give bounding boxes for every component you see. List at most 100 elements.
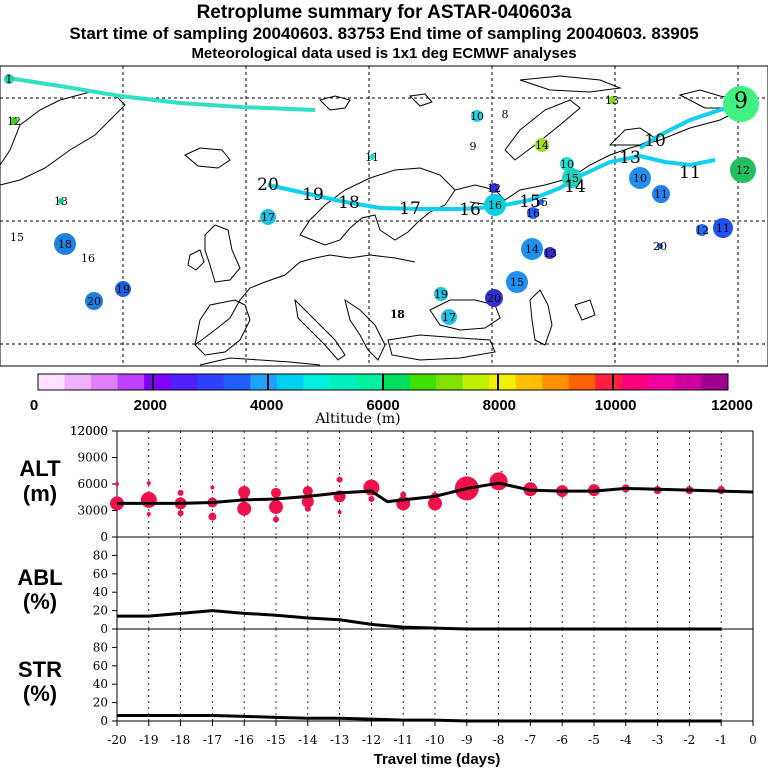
- colorbar-swatch: [595, 374, 623, 390]
- cluster-label: 10: [560, 158, 574, 171]
- cluster-label: 16: [488, 199, 502, 212]
- x-tick-label: 0: [749, 733, 757, 747]
- cluster-label: 9: [470, 140, 477, 153]
- panel-unit: (m): [23, 481, 57, 506]
- x-tick-label: -5: [588, 733, 600, 747]
- colorbar-tick-label: 10000: [595, 397, 637, 414]
- x-tick-label: -17: [203, 733, 222, 747]
- cluster-marker: 14: [521, 238, 543, 260]
- x-tick-label: -13: [330, 733, 349, 747]
- cluster-dot: [441, 309, 457, 325]
- cluster-marker: 13: [54, 195, 68, 208]
- trajectory-day-label: 11: [679, 163, 701, 183]
- colorbar-label: Altitude (m): [314, 411, 400, 427]
- y-tick-label: 20: [93, 604, 108, 618]
- altitude-bubble: [210, 485, 215, 490]
- cluster-label: 11: [654, 188, 668, 201]
- cluster-marker: 10: [629, 167, 651, 189]
- trajectory-day-label: 20: [257, 175, 279, 195]
- cluster-dot: [506, 271, 528, 293]
- cluster-label: 13: [54, 195, 68, 208]
- trajectory-day-label: 16: [459, 200, 481, 220]
- colorbar-swatch: [489, 374, 517, 390]
- colorbar-swatch: [515, 374, 543, 390]
- cluster-label: 10: [470, 110, 484, 123]
- colorbar-swatch: [117, 374, 145, 390]
- cluster-marker: 11: [652, 185, 670, 203]
- y-tick-label: 9000: [77, 451, 108, 465]
- y-tick-label: 6000: [77, 477, 108, 491]
- colorbar-swatch: [144, 374, 172, 390]
- cluster-marker: 18: [54, 233, 76, 255]
- trajectory-day-label: 14: [564, 177, 586, 197]
- colorbar-tick-label: 8000: [483, 397, 516, 414]
- cluster-marker: 20: [85, 292, 103, 310]
- altitude-bubble: [271, 487, 281, 498]
- cluster-marker: 16: [484, 194, 506, 216]
- cluster-label: 18: [58, 238, 72, 251]
- trajectory-day-label: 19: [302, 185, 324, 205]
- cluster-marker: 15: [562, 168, 582, 188]
- cluster-label: 16: [526, 207, 540, 220]
- cluster-label: 20: [87, 295, 101, 308]
- x-axis: -20 -19 -18 -17 -16 -15 -14 -13 -12 -11 -10 -9 -8 -7-…: [107, 721, 757, 747]
- colorbar-swatch: [329, 374, 357, 390]
- cluster-label: 15: [534, 196, 548, 209]
- cluster-dot: [58, 198, 64, 204]
- x-tick-label: -7: [525, 733, 537, 747]
- panel-label: STR: [18, 657, 62, 682]
- trajectory-day-label: 17: [399, 199, 421, 219]
- cluster-dot: [652, 185, 670, 203]
- cluster-dot: [54, 233, 76, 255]
- colorbar-swatch: [462, 374, 490, 390]
- colorbar-swatch: [303, 374, 331, 390]
- cluster-marker: 8: [502, 108, 509, 121]
- sampling-times: Start time of sampling 20040603. 83753 E…: [69, 24, 699, 43]
- x-tick-label: -2: [684, 733, 696, 747]
- cluster-marker: 12: [7, 115, 21, 128]
- x-tick-label: -20: [107, 733, 126, 747]
- cluster-marker: 11: [365, 151, 379, 164]
- colorbar-swatch: [701, 374, 729, 390]
- cluster-dot: [434, 287, 448, 301]
- x-tick-label: -16: [235, 733, 254, 747]
- altitude-bubble: [489, 472, 508, 491]
- cluster-marker: 17: [441, 309, 457, 325]
- cluster-dot: [560, 157, 574, 171]
- altitude-bubble: [336, 476, 343, 483]
- series-line-abl: [117, 609, 722, 631]
- cluster-dot: [485, 289, 503, 307]
- cluster-dot: [562, 168, 582, 188]
- cluster-marker: 15: [10, 231, 24, 244]
- cluster-dot: [730, 157, 756, 183]
- panel-str: 0 20 40 60 80 STR(%): [18, 628, 754, 728]
- colorbar-swatch: [170, 374, 198, 390]
- trajectory-day-label: 13: [619, 148, 641, 168]
- cluster-marker: 1: [4, 73, 14, 86]
- cluster-marker: 12: [487, 182, 501, 195]
- cluster-marker: 12: [730, 157, 756, 183]
- cluster-marker: 18: [391, 308, 405, 321]
- panel-unit: (%): [23, 681, 57, 706]
- meteo-info: Meteorological data used is 1x1 deg ECMW…: [191, 45, 577, 62]
- cluster-marker: 9: [470, 140, 477, 153]
- panel-label: ABL: [17, 565, 62, 590]
- altitude-bubble: [304, 505, 311, 512]
- y-tick-label: 80: [93, 548, 108, 562]
- x-tick-label: -3: [652, 733, 664, 747]
- x-tick-label: -6: [556, 733, 568, 747]
- colorbar-tick-label: 0: [30, 397, 38, 414]
- cluster-label: 12: [487, 182, 501, 195]
- colorbar-swatch: [409, 374, 437, 390]
- x-tick-label: -8: [493, 733, 505, 747]
- colorbar-swatch: [223, 374, 251, 390]
- altitude-bubble: [400, 491, 407, 498]
- cluster-dot: [535, 138, 549, 152]
- altitude-bubble: [238, 485, 251, 498]
- trajectory-path-2: [267, 153, 716, 211]
- altitude-bubble: [115, 482, 119, 486]
- colorbar-swatch: [356, 374, 384, 390]
- cluster-label: 8: [502, 108, 509, 121]
